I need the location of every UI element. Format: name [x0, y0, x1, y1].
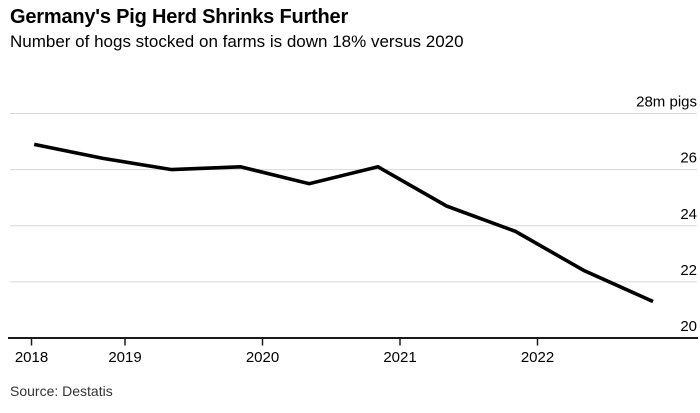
- x-tick-label: 2021: [383, 349, 416, 366]
- y-tick-label: 20: [680, 318, 697, 335]
- x-tick-label: 2022: [521, 349, 554, 366]
- y-tick-label: 24: [680, 206, 697, 223]
- y-tick-label: 26: [680, 150, 697, 167]
- y-tick-label: 28m pigs: [636, 94, 697, 111]
- source-attribution: Source: Destatis: [10, 383, 113, 399]
- chart-subtitle: Number of hogs stocked on farms is down …: [10, 32, 464, 51]
- y-tick-label: 22: [680, 262, 697, 279]
- x-tick-label: 2020: [246, 349, 279, 366]
- series-line-hog-stock: [33, 142, 654, 304]
- x-tick-label: 2018: [15, 349, 48, 366]
- x-tick-label: 2019: [108, 349, 141, 366]
- chart-title: Germany's Pig Herd Shrinks Further: [10, 6, 349, 28]
